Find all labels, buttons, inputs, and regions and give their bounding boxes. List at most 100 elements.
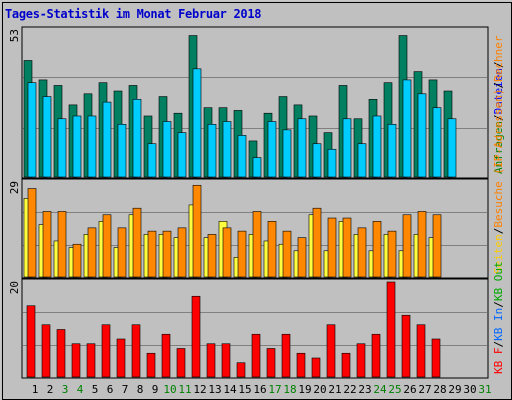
bar-kb-f: [266, 348, 276, 378]
bar-kb-f: [326, 324, 336, 378]
x-tick-label: 19: [298, 383, 311, 396]
bar-besuche-ip-adressen: [342, 217, 352, 278]
bar-dateien: [177, 132, 187, 178]
bar-dateien: [387, 124, 397, 178]
bar-besuche-ip-adressen: [222, 227, 232, 278]
bar-kb-f: [101, 324, 111, 378]
x-tick-label: 7: [122, 383, 129, 396]
bar-besuche-ip-adressen: [102, 214, 112, 278]
chart-title: Tages-Statistik im Monat Februar 2018: [5, 7, 262, 21]
x-tick-label: 6: [107, 383, 114, 396]
bar-kb-f: [191, 295, 201, 378]
bar-besuche-ip-adressen: [327, 217, 337, 278]
bar-besuche-ip-adressen: [162, 230, 172, 278]
bar-dateien: [252, 157, 262, 178]
x-tick-label: 13: [208, 383, 221, 396]
bar-kb-f: [251, 333, 261, 378]
x-tick-label: 30: [463, 383, 476, 396]
bar-dateien: [102, 101, 112, 178]
x-tick-label: 16: [253, 383, 266, 396]
bar-dateien: [417, 93, 427, 178]
bar-dateien: [282, 129, 292, 178]
bar-besuche-ip-adressen: [297, 237, 307, 278]
bar-kb-f: [176, 348, 186, 378]
x-tick-label: 27: [418, 383, 431, 396]
side-label-part: Rechner: [492, 35, 505, 82]
bar-dateien: [357, 143, 367, 178]
side-label: Seiten/Besuche (IP-Adressen)/Rechner: [492, 35, 505, 274]
bar-besuche-ip-adressen: [252, 211, 262, 278]
side-label-part: KB In: [492, 308, 505, 341]
side-label-part: Dateien: [492, 68, 505, 114]
bar-kb-f: [71, 343, 81, 378]
bar-kb-f: [161, 333, 171, 378]
bar-kb-f: [41, 324, 51, 378]
bar-dateien: [162, 121, 172, 178]
bar-besuche-ip-adressen: [132, 207, 142, 278]
bar-kb-f: [131, 324, 141, 378]
bar-dateien: [447, 118, 457, 178]
bar-dateien: [312, 143, 322, 178]
bar-dateien: [42, 96, 52, 178]
bar-dateien: [147, 143, 157, 178]
x-tick-label: 10: [163, 383, 176, 396]
bar-besuche-ip-adressen: [237, 230, 247, 278]
side-label-part: Besuche (IP-Adressen): [492, 89, 505, 228]
bar-besuche-ip-adressen: [372, 221, 382, 278]
bar-besuche-ip-adressen: [117, 227, 127, 278]
x-tick-label: 26: [403, 383, 416, 396]
x-tick-label: 25: [388, 383, 401, 396]
x-tick-label: 12: [193, 383, 206, 396]
bar-besuche-ip-adressen: [312, 207, 322, 278]
x-tick-label: 11: [178, 383, 191, 396]
side-label-part: /: [492, 341, 505, 348]
x-tick-label: 29: [448, 383, 461, 396]
bar-kb-f: [146, 352, 156, 378]
x-tick-label: 18: [283, 383, 296, 396]
side-label-part: /: [492, 61, 505, 68]
y-max-label: 53: [8, 29, 21, 42]
bar-dateien: [72, 115, 82, 178]
bar-kb-f: [86, 343, 96, 378]
bar-kb-f: [56, 329, 66, 378]
bar-dateien: [402, 79, 412, 178]
x-tick-label: 3: [62, 383, 69, 396]
x-tick-label: 15: [238, 383, 251, 396]
bar-besuche-ip-adressen: [432, 214, 442, 278]
bar-besuche-ip-adressen: [192, 184, 202, 278]
bar-dateien: [372, 115, 382, 178]
bar-dateien: [327, 148, 337, 178]
bar-kb-f: [296, 352, 306, 378]
bar-dateien: [207, 124, 217, 178]
x-tick-label: 20: [313, 383, 326, 396]
bar-dateien: [117, 124, 127, 178]
bar-kb-f: [416, 324, 426, 378]
bar-kb-f: [281, 333, 291, 378]
x-tick-label: 28: [433, 383, 446, 396]
bar-kb-f: [356, 343, 366, 378]
bar-kb-f: [371, 333, 381, 378]
x-tick-label: 8: [137, 383, 144, 396]
side-label-part: /: [492, 301, 505, 308]
x-tick-label: 31: [478, 383, 491, 396]
bar-besuche-ip-adressen: [147, 230, 157, 278]
y-max-label: 20: [8, 281, 21, 294]
bar-dateien: [132, 99, 142, 178]
bar-kb-f: [26, 305, 36, 378]
side-label: Anfragen/Dateien/: [492, 61, 505, 174]
x-tick-label: 21: [328, 383, 341, 396]
x-tick-label: 23: [358, 383, 371, 396]
bar-dateien: [57, 118, 67, 178]
bar-besuche-ip-adressen: [387, 230, 397, 278]
x-tick-label: 4: [77, 383, 84, 396]
x-tick-label: 9: [152, 383, 159, 396]
bar-dateien: [432, 107, 442, 178]
x-tick-label: 14: [223, 383, 237, 396]
bar-besuche-ip-adressen: [357, 227, 367, 278]
bar-kb-f: [401, 314, 411, 378]
bar-kb-f: [221, 343, 231, 378]
bar-kb-f: [341, 352, 351, 378]
bar-dateien: [342, 118, 352, 178]
side-label-part: KB F: [492, 348, 505, 375]
